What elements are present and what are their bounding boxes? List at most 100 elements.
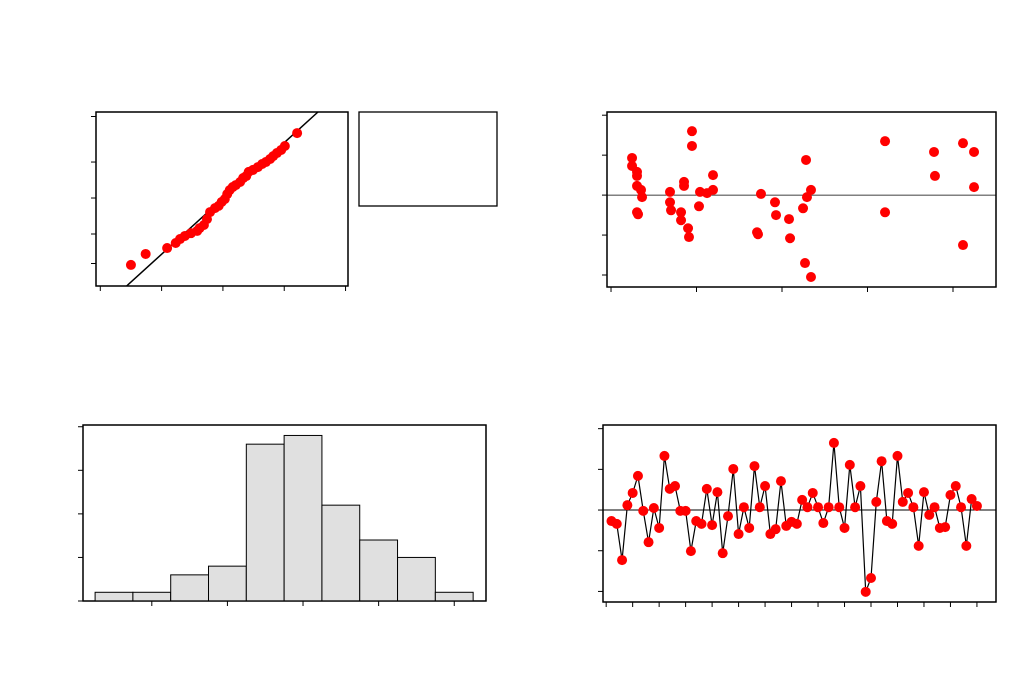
data-point	[929, 146, 940, 157]
data-point	[627, 152, 638, 163]
data-point	[279, 141, 290, 152]
data-point	[880, 207, 891, 218]
data-point	[957, 240, 968, 251]
data-point	[162, 243, 173, 254]
data-point	[913, 540, 924, 551]
histogram-bar	[434, 591, 474, 602]
data-point	[760, 481, 771, 492]
data-point	[728, 463, 739, 474]
data-point	[871, 496, 882, 507]
data-point	[850, 502, 861, 513]
data-point	[791, 518, 802, 529]
data-point	[755, 188, 766, 199]
data-point	[855, 481, 866, 492]
data-point	[805, 184, 816, 195]
data-point	[749, 461, 760, 472]
data-point	[866, 572, 877, 583]
data-point	[945, 489, 956, 500]
data-point	[918, 487, 929, 498]
data-point	[828, 437, 839, 448]
data-point	[956, 502, 967, 513]
data-point	[708, 184, 719, 195]
data-point	[637, 192, 648, 203]
data-point	[666, 205, 677, 216]
histogram-bar	[170, 574, 210, 602]
data-point	[860, 586, 871, 597]
data-point	[897, 496, 908, 507]
data-point	[802, 502, 813, 513]
data-point	[292, 128, 303, 139]
data-point	[738, 502, 749, 513]
data-point	[683, 223, 694, 234]
data-point	[622, 500, 633, 511]
data-point	[785, 233, 796, 244]
data-point	[887, 518, 898, 529]
data-point	[712, 487, 723, 498]
data-point	[659, 450, 670, 461]
data-point	[903, 487, 914, 498]
data-point	[665, 197, 676, 208]
data-point	[957, 138, 968, 149]
data-point	[140, 248, 151, 259]
data-point	[696, 518, 707, 529]
data-point	[844, 459, 855, 470]
data-point	[801, 154, 812, 165]
data-point	[969, 146, 980, 157]
data-point	[686, 126, 697, 137]
data-point	[813, 502, 824, 513]
data-point	[770, 524, 781, 535]
data-point	[683, 232, 694, 243]
histogram-bar	[397, 556, 436, 602]
data-point	[771, 210, 782, 221]
data-point	[611, 518, 622, 529]
data-point	[708, 170, 719, 181]
data-point	[876, 456, 887, 467]
data-point	[733, 529, 744, 540]
plot-border	[95, 111, 349, 287]
data-point	[769, 197, 780, 208]
data-point	[648, 503, 659, 514]
data-point	[717, 548, 728, 559]
data-point	[775, 476, 786, 487]
data-point	[892, 450, 903, 461]
data-point	[805, 272, 816, 283]
histogram-bar	[245, 443, 285, 602]
data-point	[744, 522, 755, 533]
data-point	[800, 258, 811, 269]
histogram-bar	[94, 591, 134, 602]
data-point	[929, 502, 940, 513]
histogram-bar	[283, 434, 323, 602]
data-point	[125, 259, 136, 270]
data-point	[929, 170, 940, 181]
data-point	[665, 186, 676, 197]
data-point	[784, 214, 795, 225]
histogram-bar	[359, 539, 399, 602]
plot-border	[606, 111, 997, 288]
data-point	[798, 203, 809, 214]
histogram-bar	[208, 565, 247, 602]
data-point	[685, 546, 696, 557]
data-point	[823, 502, 834, 513]
data-point	[679, 176, 690, 187]
data-point	[807, 487, 818, 498]
data-point	[676, 207, 687, 218]
data-point	[797, 494, 808, 505]
data-point	[654, 522, 665, 533]
plot-border	[82, 424, 487, 602]
data-point	[632, 470, 643, 481]
histogram-bar	[321, 504, 361, 602]
data-point	[969, 182, 980, 193]
data-point	[971, 500, 982, 511]
data-point	[754, 502, 765, 513]
data-point	[961, 540, 972, 551]
data-point	[701, 483, 712, 494]
data-point	[670, 481, 681, 492]
data-point	[752, 229, 763, 240]
data-point	[617, 555, 628, 566]
histogram-bar	[132, 591, 172, 602]
data-point	[643, 537, 654, 548]
data-point	[676, 215, 687, 226]
plot-border	[602, 424, 997, 603]
